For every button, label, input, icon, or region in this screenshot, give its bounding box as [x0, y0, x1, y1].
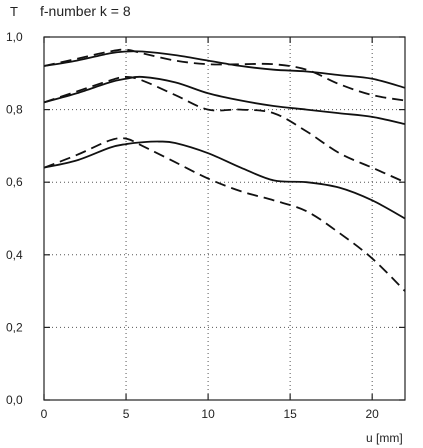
- solid-curve-4: [43, 140, 406, 220]
- dashed-curve-5: [43, 137, 406, 292]
- x-tick-label: 10: [201, 407, 215, 421]
- x-axis-label: u [mm]: [366, 431, 403, 445]
- y-tick-label: 0,4: [6, 248, 23, 262]
- axes: 0 5 10 15 20 0,0 0,2 0,4 0,6 0,8 1,0: [6, 30, 406, 421]
- grid-lines: [44, 37, 405, 400]
- y-tick-label: 1,0: [6, 30, 23, 44]
- chart-title: f-number k = 8: [40, 3, 131, 19]
- solid-curve-2: [43, 75, 406, 125]
- y-tick-label: 0,6: [6, 175, 23, 189]
- dashed-curve-3: [43, 76, 406, 184]
- y-tick-label: 0,2: [6, 320, 23, 334]
- solid-curve-0: [43, 50, 406, 89]
- y-tick-label: 0,8: [6, 103, 23, 117]
- y-axis-label: T: [10, 4, 18, 19]
- x-tick-label: 20: [366, 407, 380, 421]
- x-tick-label: 15: [283, 407, 297, 421]
- plot-frame: [43, 36, 406, 401]
- y-tick-label: 0,0: [6, 393, 23, 407]
- series-layer: [43, 48, 406, 292]
- dashed-curve-1: [43, 48, 406, 102]
- x-tick-label: 5: [123, 407, 130, 421]
- x-tick-label: 0: [41, 407, 48, 421]
